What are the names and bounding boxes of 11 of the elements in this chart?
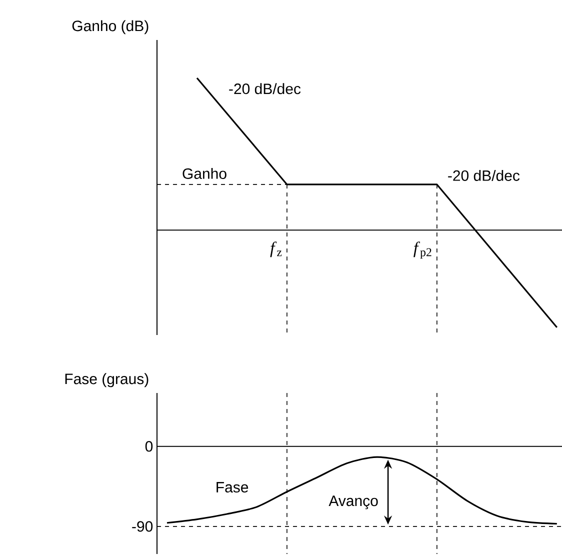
y-tick-label: 0 [145,441,153,452]
annotation: -20 dB/dec [448,170,520,181]
ref-line-label: Ganho [182,168,226,179]
annotation: Avanço [328,496,378,510]
y-axis-title: Ganho (dB) [72,20,148,34]
annotation: f$_{p2}$ [414,242,432,259]
annotation: Fase [216,482,248,493]
y-tick-label: -90 [132,521,153,532]
annotation: -20 dB/dec [229,83,301,94]
y-axis-title: Fase (graus) [65,373,148,388]
annotation: f$_{z}$ [270,242,282,258]
